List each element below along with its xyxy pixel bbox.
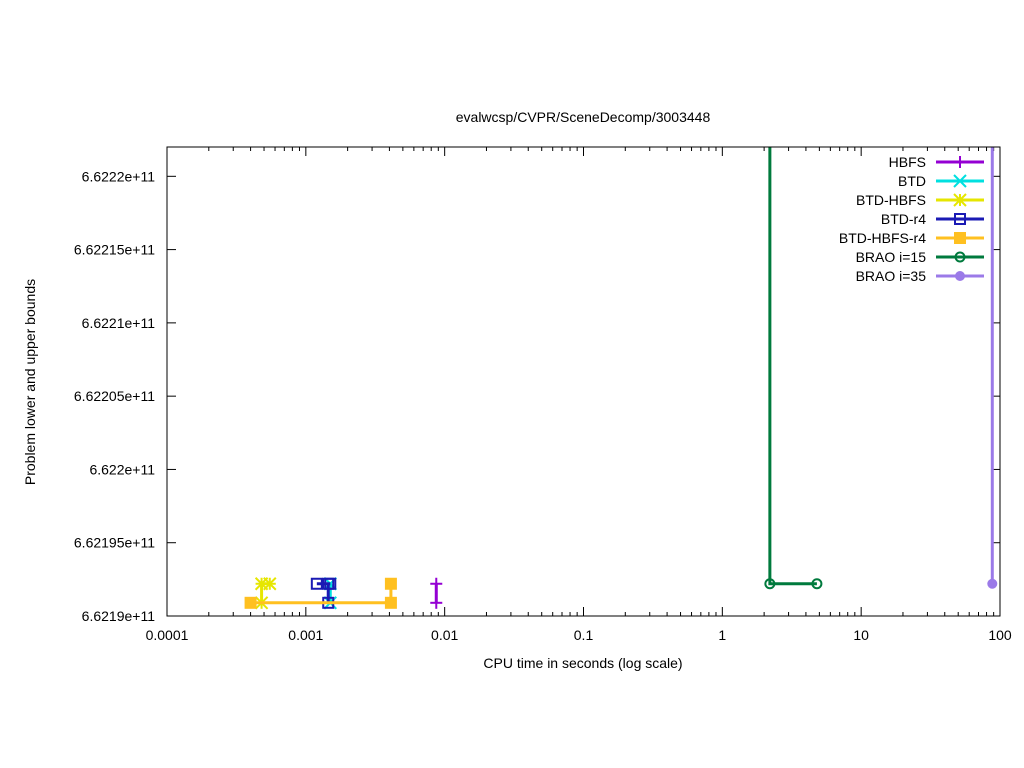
series-brao-i-35	[987, 147, 998, 589]
series-point-marker	[954, 232, 966, 244]
filled-square-mark	[244, 596, 257, 609]
y-axis-label: Problem lower and upper bounds	[22, 279, 38, 485]
x-tick-label: 0.001	[288, 627, 323, 643]
open-square-mark	[324, 577, 337, 590]
legend-label: BTD	[898, 173, 926, 189]
y-tick-label: 6.62215e+11	[74, 242, 155, 258]
x-tick-label: 100	[988, 627, 1012, 643]
cross-mark-b	[953, 174, 967, 188]
legend-label: BRAO i=35	[856, 268, 927, 284]
series-point-marker	[263, 577, 277, 591]
star-mark-b	[953, 193, 967, 207]
y-tick-label: 6.62195e+11	[74, 535, 155, 551]
legend: HBFS BTD BTD-HBFS BTD-r4 BTD-HBFS-r4 BRAO i=1…	[839, 154, 984, 284]
axis-ticks	[166, 147, 1001, 617]
series-point-marker	[310, 577, 323, 590]
x-tick-label: 0.1	[574, 627, 594, 643]
open-circle-mark	[954, 251, 966, 263]
series-point-marker	[811, 578, 823, 590]
series-point-marker	[987, 578, 998, 589]
filled-square-mark	[954, 232, 966, 244]
plot-frame	[166, 146, 1001, 617]
open-circle-mark	[811, 578, 823, 590]
filled-circle-mark	[955, 271, 965, 281]
legend-label: BTD-r4	[881, 211, 926, 227]
y-tick-label: 6.6221e+11	[82, 315, 156, 331]
series-point-marker	[953, 193, 967, 207]
y-tick-label: 6.62205e+11	[74, 388, 155, 404]
axis-tick-labels: 0.0001 0.001 0.01 0.1 1 10 100 6.6219e+11 6.6219…	[74, 168, 1012, 643]
series-point-marker	[954, 251, 966, 263]
y-tick-label: 6.6219e+11	[82, 608, 156, 624]
series-point-marker	[953, 174, 967, 188]
series-point-marker	[384, 596, 397, 609]
series-point-marker	[430, 596, 443, 609]
series-brao-i-15	[764, 147, 823, 590]
x-tick-label: 0.01	[431, 627, 458, 643]
series-point-marker	[764, 578, 776, 590]
filled-circle-mark	[987, 578, 998, 589]
x-tick-label: 0.0001	[146, 627, 189, 643]
legend-label: HBFS	[889, 154, 926, 170]
legend-label: BRAO i=15	[856, 249, 927, 265]
y-tick-label: 6.622e+11	[89, 461, 155, 477]
open-square-mark	[310, 577, 323, 590]
x-tick-label: 10	[853, 627, 869, 643]
legend-label: BTD-HBFS-r4	[839, 230, 926, 246]
series-hbfs	[430, 577, 443, 609]
legend-label: BTD-HBFS	[856, 192, 926, 208]
series-point-marker	[324, 577, 337, 590]
filled-square-mark	[384, 577, 397, 590]
series-point-marker	[955, 271, 965, 281]
series-line	[768, 147, 817, 586]
series-point-marker	[430, 577, 443, 590]
series-btd-hbfs-r4	[244, 577, 397, 609]
open-square-mark	[954, 213, 966, 225]
chart-title: evalwcsp/CVPR/SceneDecomp/3003448	[456, 109, 711, 125]
series-point-marker	[384, 577, 397, 590]
series-point-marker	[244, 596, 257, 609]
x-tick-label: 1	[718, 627, 726, 643]
series-layer	[244, 147, 998, 610]
star-mark-b	[263, 577, 277, 591]
filled-square-mark	[384, 596, 397, 609]
series-btd-hbfs	[254, 577, 277, 610]
x-axis-label: CPU time in seconds (log scale)	[483, 655, 682, 671]
y-tick-label: 6.6222e+11	[82, 168, 156, 184]
series-point-marker	[954, 156, 966, 168]
open-circle-mark	[764, 578, 776, 590]
series-point-marker	[954, 213, 966, 225]
